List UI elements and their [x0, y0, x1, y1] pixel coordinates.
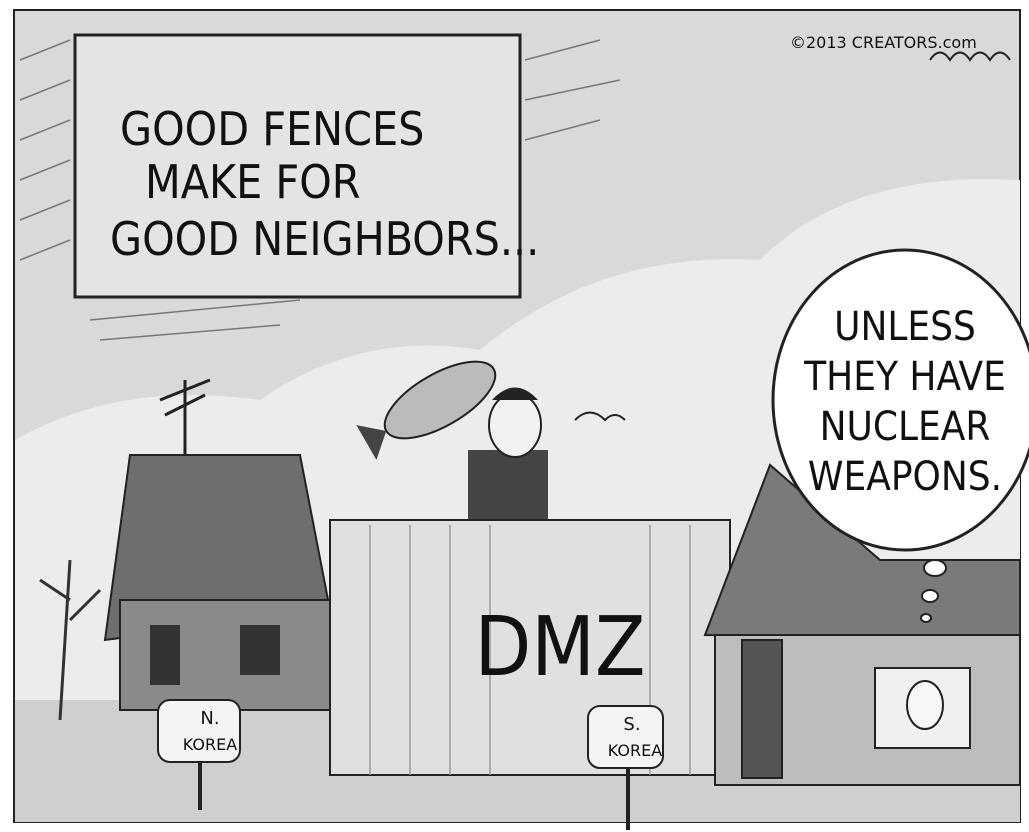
thought-dot	[921, 614, 931, 622]
credit: ©2013 CREATORS.com	[790, 33, 977, 52]
door	[742, 640, 782, 778]
fence-label: DMZ	[474, 600, 645, 695]
thought-dot	[924, 560, 946, 576]
cartoon: GOOD FENCES MAKE FOR GOOD NEIGHBORS... ©…	[0, 0, 1029, 832]
thought-line: UNLESS	[834, 304, 976, 350]
left-window	[240, 625, 280, 675]
mailbox-label: KOREA	[608, 741, 662, 760]
thought-line: NUCLEAR	[820, 404, 991, 450]
page: GOOD FENCES MAKE FOR GOOD NEIGHBORS... ©…	[0, 0, 1029, 832]
neighbor-face	[907, 681, 943, 729]
sign-line: MAKE FOR	[145, 155, 361, 209]
thought-line: THEY HAVE	[803, 354, 1006, 400]
mailbox-label: S.	[623, 714, 640, 735]
mailbox-label: N.	[200, 708, 219, 729]
thought-dot	[922, 590, 938, 602]
thought-bubble	[773, 250, 1029, 550]
sign-line: GOOD FENCES	[120, 102, 424, 156]
figure-head	[489, 393, 541, 457]
mailbox-label: KOREA	[183, 735, 237, 754]
left-window	[150, 625, 180, 685]
sign-line: GOOD NEIGHBORS...	[110, 212, 539, 266]
thought-line: WEAPONS.	[808, 454, 1002, 500]
